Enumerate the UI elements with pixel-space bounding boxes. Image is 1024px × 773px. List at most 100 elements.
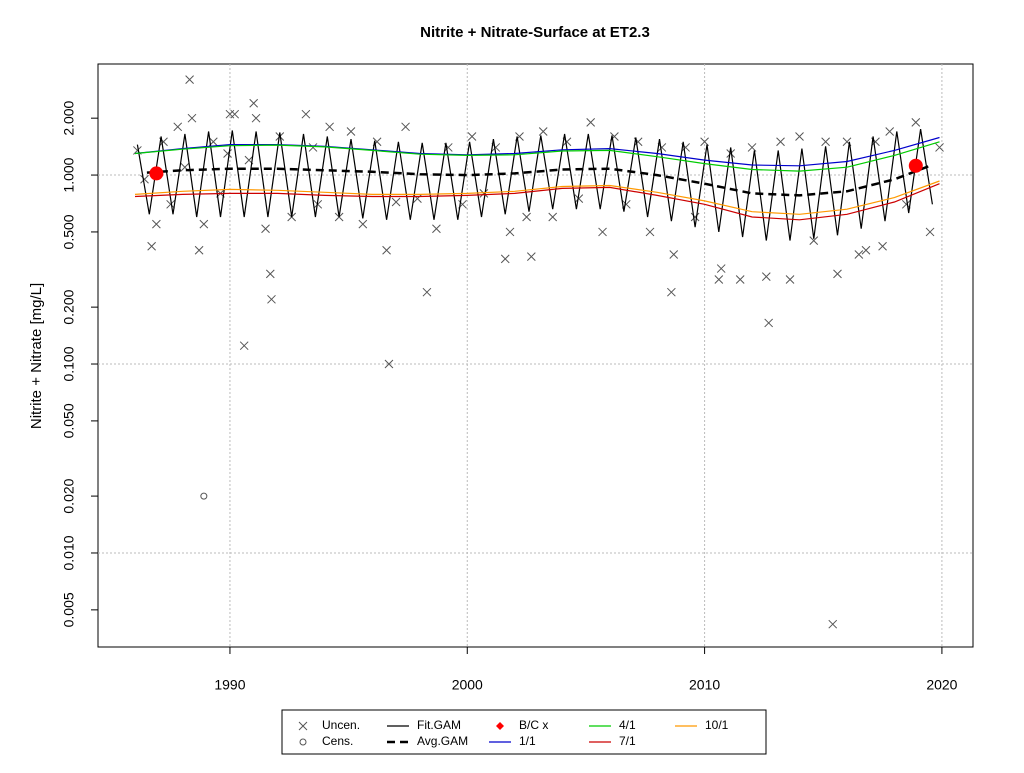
data-point [645, 227, 655, 237]
data-point [265, 269, 275, 279]
data-point [908, 158, 923, 173]
series-line [136, 129, 933, 241]
data-point [249, 98, 259, 108]
data-point [147, 241, 156, 251]
x-tick-label: 2010 [689, 677, 720, 693]
data-point [795, 132, 804, 141]
data-point [200, 492, 208, 500]
data-point [505, 227, 515, 237]
series-line [134, 180, 940, 215]
data-point [878, 241, 887, 251]
data-point [586, 118, 596, 127]
data-point [538, 127, 548, 136]
data-point [199, 219, 209, 229]
data-point [735, 275, 745, 284]
y-tick-label: 0.050 [61, 403, 77, 438]
data-point [747, 143, 757, 152]
x-tick-label: 1990 [214, 677, 245, 693]
y-tick-label: 0.100 [61, 346, 77, 381]
data-point [432, 224, 441, 234]
legend-swatch [298, 721, 308, 731]
data-point [358, 219, 368, 229]
data-point [422, 287, 432, 297]
data-point [187, 113, 197, 123]
data-point [716, 264, 726, 273]
legend-label: 4/1 [619, 718, 636, 732]
data-point [548, 212, 558, 222]
data-point [173, 122, 183, 132]
y-tick-label: 0.020 [61, 478, 77, 513]
data-point [239, 341, 249, 351]
data-point [140, 174, 149, 184]
data-point [935, 143, 944, 152]
legend-label: Fit.GAM [417, 718, 461, 732]
series-line [134, 141, 940, 172]
data-point [598, 227, 607, 237]
data-point [574, 194, 584, 204]
data-point [861, 245, 871, 255]
legend-swatch [496, 722, 504, 730]
data-point [166, 199, 175, 209]
data-point [821, 137, 830, 147]
data-point [261, 224, 270, 234]
data-point [911, 118, 921, 127]
data-point [522, 212, 531, 222]
data-point [500, 254, 510, 264]
data-point [325, 122, 334, 132]
data-point [251, 113, 261, 123]
data-point [726, 149, 736, 158]
data-point [809, 236, 819, 245]
data-point [382, 245, 391, 255]
data-point [828, 619, 838, 629]
x-tick-label: 2020 [926, 677, 957, 693]
legend-swatch [299, 738, 307, 746]
data-point [267, 294, 276, 304]
plot-frame [97, 63, 974, 648]
data-point [230, 109, 240, 119]
y-tick-label: 1.000 [61, 157, 77, 192]
data-point [467, 132, 477, 141]
legend-label: B/C x [519, 718, 548, 732]
data-point [185, 75, 194, 84]
data-point [346, 127, 356, 136]
data-point [223, 149, 232, 158]
data-point [152, 219, 161, 229]
data-point [761, 272, 771, 281]
data-point [667, 287, 676, 297]
legend-label: Uncen. [322, 718, 360, 732]
data-point [854, 250, 864, 259]
data-point [669, 250, 679, 259]
data-point [885, 127, 895, 136]
data-point [690, 212, 700, 222]
data-point [149, 166, 164, 181]
data-point [401, 122, 410, 132]
data-point [301, 109, 311, 119]
data-point [925, 227, 935, 237]
data-point [833, 269, 842, 279]
legend-label: 10/1 [705, 718, 729, 732]
y-tick-label: 0.010 [61, 535, 77, 570]
data-point [479, 189, 489, 198]
data-point [764, 318, 774, 328]
y-tick-label: 0.500 [61, 214, 77, 249]
data-point [776, 137, 785, 147]
chart-title: Nitrite + Nitrate-Surface at ET2.3 [420, 24, 650, 41]
x-tick-label: 2000 [452, 677, 483, 693]
y-tick-label: 0.200 [61, 289, 77, 324]
series-line [146, 164, 931, 197]
data-point [785, 275, 795, 284]
y-tick-label: 2.000 [61, 100, 77, 135]
data-point [526, 252, 536, 262]
legend-label: 1/1 [519, 734, 536, 748]
legend-label: Cens. [322, 734, 353, 748]
data-point [308, 143, 318, 152]
data-point [714, 275, 724, 284]
series-line [134, 183, 940, 221]
data-point [194, 245, 204, 255]
data-point [384, 359, 394, 369]
legend-label: 7/1 [619, 734, 636, 748]
data-point [391, 197, 401, 207]
legend-box [281, 709, 767, 755]
